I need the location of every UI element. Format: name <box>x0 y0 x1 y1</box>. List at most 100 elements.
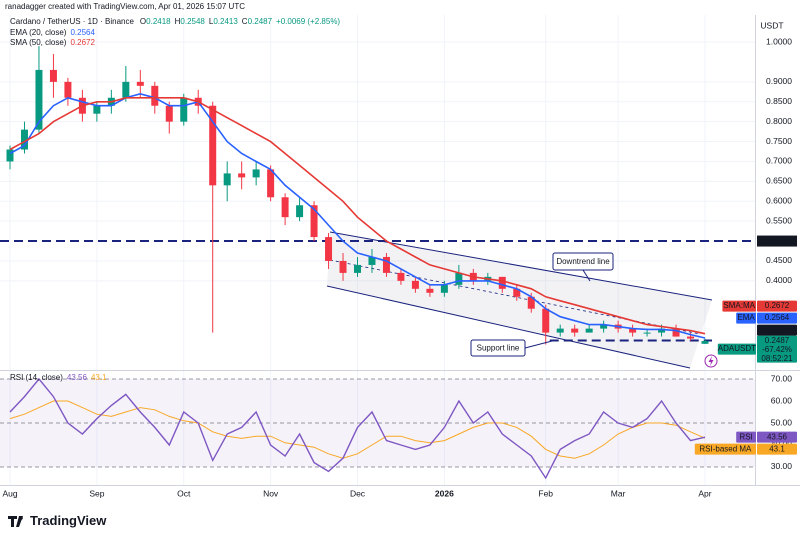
y-tick-label: 0.4000 <box>766 275 792 285</box>
candle-body <box>281 197 289 218</box>
price-tag-box <box>757 335 797 363</box>
y-tick-label: 0.7500 <box>766 136 792 146</box>
candle-body <box>223 173 231 186</box>
candle-body <box>440 284 448 293</box>
y-tick-label: 0.4500 <box>766 255 792 265</box>
ohlc-label: C <box>242 17 248 26</box>
y-tick-label: 0.5500 <box>766 215 792 225</box>
y-tick-label: 0.8500 <box>766 96 792 106</box>
rsi-tag-label: RSI <box>739 432 752 441</box>
brand-logo <box>8 516 23 527</box>
channel-lower <box>326 285 691 369</box>
candle-body <box>513 288 521 297</box>
sma-tag-label: SMA:MA <box>723 301 755 310</box>
candle-body <box>325 237 333 261</box>
rsi-ma-line <box>9 400 706 459</box>
legend-name: EMA (20, close) <box>10 28 67 37</box>
x-tick-label: Nov <box>263 488 279 498</box>
y-tick-label: 0.8000 <box>766 116 792 126</box>
ema-tag-label-box <box>736 312 756 324</box>
candle-body <box>209 105 217 186</box>
rsi-legend-wrap: 43.1 <box>91 373 107 382</box>
chart-title: Cardano / TetherUS · 1D · Binance O0.2418… <box>10 17 340 26</box>
candle-body <box>93 105 101 114</box>
rsi-tick-label: 30.00 <box>771 461 793 471</box>
level-tag: 0.5000 <box>765 236 790 245</box>
annotation-connector <box>582 269 591 282</box>
legend-name: SMA (50, close) <box>10 38 67 47</box>
ohlc-value: 0.2548 <box>180 17 205 26</box>
rsi-legend: RSI (14, close) 43.56 43.1 <box>10 373 107 382</box>
ohlc-value: 0.2413 <box>213 17 238 26</box>
candle-body <box>238 173 246 178</box>
candle-body <box>136 81 144 86</box>
candle-body <box>672 328 680 337</box>
ema-tag-label: EMA <box>737 313 755 322</box>
ohlc-item: C0.2487 <box>242 17 273 26</box>
price-tag-label: ADAUSDT <box>718 344 756 353</box>
channel-fill <box>327 232 712 368</box>
x-tick-label: Dec <box>350 488 366 498</box>
legend-value-wrap: 0.2672 <box>70 38 95 47</box>
ema-tag-box <box>757 312 797 324</box>
legend-entry: SMA (50, close) 0.2672 <box>10 38 95 47</box>
candle-body <box>687 336 695 339</box>
candle-body <box>643 332 651 334</box>
y-tick-label: 0.6500 <box>766 176 792 186</box>
price-tag-value: -67.42% <box>762 345 792 354</box>
candle-body <box>35 69 43 130</box>
sma-tag-label-box <box>722 300 756 312</box>
price-tag-value: 0.2487 <box>765 336 790 345</box>
brand-name: TradingView <box>30 513 107 528</box>
x-tick-label: Apr <box>698 488 711 498</box>
currency-label: USDT <box>760 20 783 30</box>
candle-body <box>701 341 709 344</box>
y-tick-label: 0.6000 <box>766 196 792 206</box>
channel-upper <box>329 231 713 301</box>
candle-body <box>296 205 304 218</box>
change-wrap: +0.0069 (+2.85%) <box>276 17 340 26</box>
x-tick-label: Oct <box>177 488 191 498</box>
level-tag-box <box>757 324 797 336</box>
brand-icon-dot <box>19 516 23 520</box>
rsi-tag-label-box <box>736 431 756 443</box>
change: +0.0069 (+2.85%) <box>276 17 340 26</box>
ohlc-item: L0.2413 <box>209 17 238 26</box>
x-tick-label: Mar <box>611 488 626 498</box>
candle-body <box>20 129 28 150</box>
rsi-tick-label: 50.00 <box>771 417 793 427</box>
legend-value: 0.2564 <box>70 28 95 37</box>
sma-tag-box <box>757 300 797 312</box>
candle-body <box>49 69 57 82</box>
candle-body <box>571 328 579 333</box>
level-tag-box <box>757 235 797 247</box>
ema-tag-value: 0.2564 <box>765 313 790 322</box>
candle-body <box>6 149 14 162</box>
alert-icon-bolt <box>708 356 714 366</box>
brand-icon <box>8 516 23 527</box>
ohlc-label: L <box>209 17 214 26</box>
ohlc-label: O <box>140 17 146 26</box>
x-tick-label: 2026 <box>435 488 454 498</box>
candle-body <box>382 256 390 273</box>
candle-body <box>498 276 506 289</box>
candle-body <box>455 272 463 285</box>
annotation-text: Support line <box>477 344 520 353</box>
ohlc-label: H <box>175 17 181 26</box>
candle-body <box>411 280 419 289</box>
candle-body <box>252 169 260 178</box>
candle-body <box>122 81 130 98</box>
annotation-connector <box>524 340 553 349</box>
ma-line <box>9 97 706 335</box>
level-tag-value: 0.2500 <box>765 325 790 334</box>
rsi-line <box>9 377 706 480</box>
legend-value-wrap: 0.2564 <box>70 28 95 37</box>
watermark: ranadagger created with TradingView.com,… <box>5 2 245 11</box>
candle-body <box>64 81 72 98</box>
ohlc-item: O0.2418 <box>140 17 171 26</box>
candle-body <box>354 264 361 273</box>
x-tick-label: Sep <box>89 488 104 498</box>
